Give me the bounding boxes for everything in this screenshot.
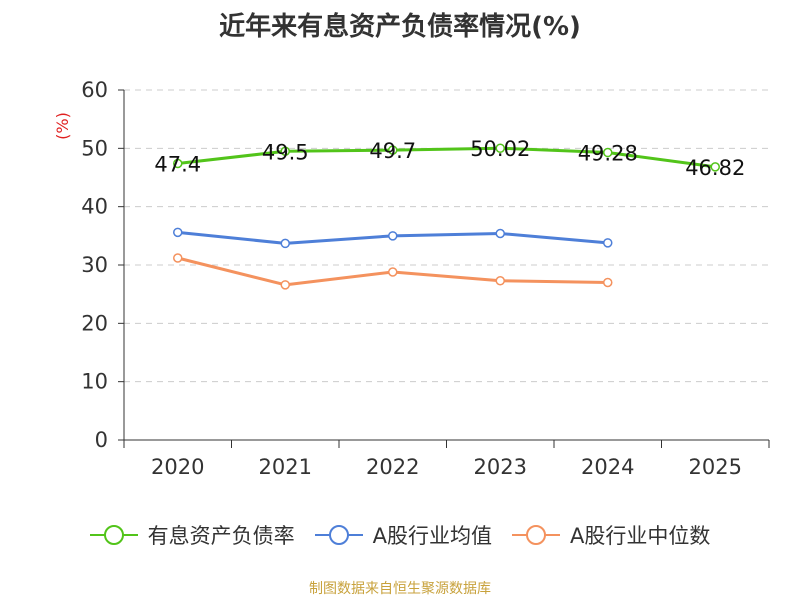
data-point [603,277,613,288]
data-label: 49.28 [578,142,638,166]
legend-marker-icon [512,525,560,545]
data-label: 50.02 [470,137,530,161]
legend-item[interactable]: A股行业均值 [314,520,492,550]
data-point [495,143,505,153]
data-point [173,253,183,263]
y-tick-label: 0 [95,428,108,452]
data-point [173,158,183,169]
chart-legend: 有息资产负债率 A股行业均值 A股行业中位数 [0,520,800,550]
y-tick-label: 30 [81,253,108,277]
data-point [495,276,505,286]
data-label: 49.7 [369,139,416,163]
x-tick-label: 2022 [366,455,419,479]
legend-label: A股行业中位数 [570,524,711,548]
data-point [710,162,720,172]
y-tick-label: 60 [81,78,108,102]
chart-title: 近年来有息资产负债率情况(%) [219,12,581,42]
data-label: 49.5 [262,140,309,164]
x-tick-label: 2020 [151,455,204,479]
data-label: 46.82 [685,156,745,180]
data-point [280,146,290,156]
legend-marker-icon [89,525,138,545]
data-point [280,280,290,290]
y-tick-label: 10 [81,370,108,394]
legend-label: 有息资产负债率 [147,524,295,548]
data-point [388,145,398,155]
y-tick-label: 40 [81,195,108,219]
data-point [173,227,183,238]
legend-item[interactable]: 有息资产负债率 [89,520,295,550]
data-label: 47.4 [154,153,201,177]
data-point [280,238,290,249]
data-point [495,228,505,239]
legend-item[interactable]: A股行业中位数 [512,520,710,550]
data-point [388,267,398,277]
y-tick-label: 20 [81,311,108,335]
series-line [177,146,716,169]
y-axis-label: (%) [53,112,72,140]
x-tick-label: 2021 [259,455,312,479]
data-source-note: 制图数据来自恒生聚源数据库 [309,581,491,597]
data-point [603,147,613,158]
x-tick-label: 2025 [689,455,742,479]
data-point [388,231,398,241]
legend-marker-icon [314,525,363,545]
legend-label: A股行业均值 [372,524,492,548]
x-tick-label: 2023 [474,455,527,479]
data-point [603,238,613,248]
y-tick-label: 50 [81,136,108,160]
x-tick-label: 2024 [581,455,634,479]
